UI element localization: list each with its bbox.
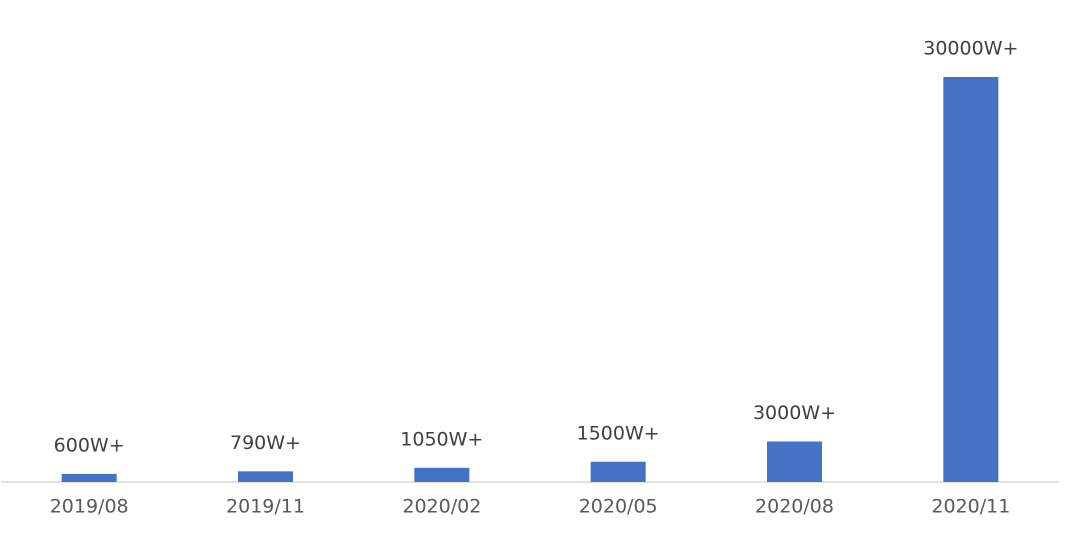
x-tick-label: 2019/11 (226, 496, 305, 518)
x-tick-label: 2020/11 (931, 496, 1010, 518)
bar (943, 77, 999, 482)
bar (414, 467, 470, 482)
value-label: 790W+ (230, 432, 301, 454)
bar (61, 473, 117, 482)
x-tick-label: 2020/05 (579, 496, 658, 518)
value-label: 1050W+ (400, 428, 483, 450)
bar (767, 441, 822, 482)
value-label: 600W+ (54, 434, 125, 456)
bar (238, 471, 293, 482)
value-label: 30000W+ (923, 38, 1018, 60)
x-tick-label: 2020/02 (402, 496, 481, 518)
bar (590, 461, 646, 482)
value-label: 1500W+ (577, 422, 660, 444)
x-tick-label: 2020/08 (755, 496, 834, 518)
value-label: 3000W+ (753, 402, 836, 424)
x-tick-label: 2019/08 (50, 496, 129, 518)
